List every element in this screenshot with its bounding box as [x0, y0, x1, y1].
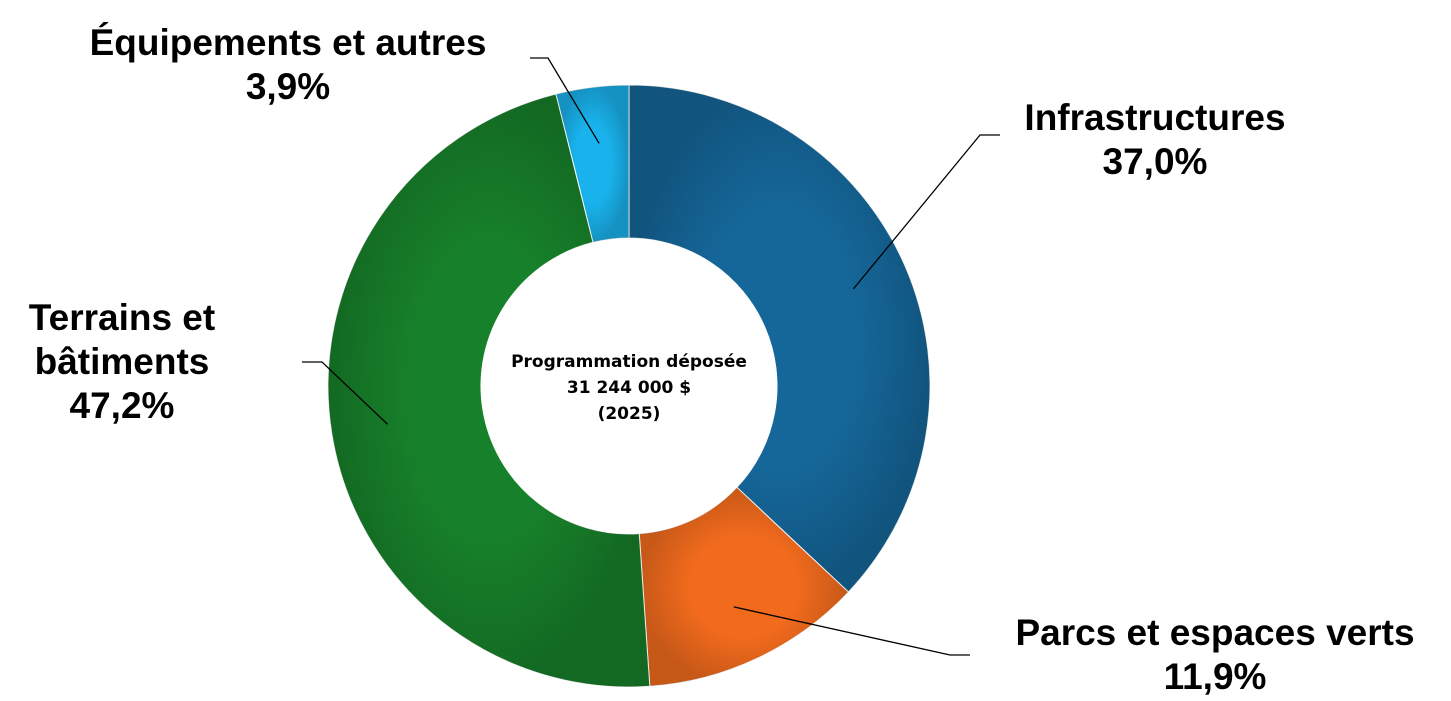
center-text: Programmation déposée 31 244 000 $ (2025) — [499, 349, 759, 427]
category-label: Infrastructures — [1024, 97, 1286, 138]
value-label: 11,9% — [1163, 656, 1267, 697]
center-line: 31 244 000 $ — [566, 378, 692, 398]
category-label: Équipements et autres — [89, 22, 487, 63]
leader-line — [733, 606, 970, 656]
slice — [628, 84, 931, 593]
leader-line — [852, 134, 1000, 290]
value-label: 3,9% — [245, 66, 331, 107]
value-label: 47,2% — [69, 385, 175, 426]
category-label: Parcs et espaces verts — [1015, 612, 1415, 653]
leader-line — [530, 57, 600, 144]
leader-line — [302, 361, 388, 425]
slice-label: Parcs et espaces verts 11,9% — [965, 611, 1451, 699]
category-label: Terrains et bâtiments — [28, 297, 216, 382]
value-label: 37,0% — [1102, 141, 1208, 182]
center-line: (2025) — [597, 404, 661, 424]
slice-label: Infrastructures 37,0% — [955, 96, 1355, 184]
center-line: Programmation déposée — [511, 352, 747, 372]
slice-label: Terrains et bâtiments 47,2% — [7, 296, 237, 428]
slice-label: Équipements et autres 3,9% — [48, 21, 528, 109]
